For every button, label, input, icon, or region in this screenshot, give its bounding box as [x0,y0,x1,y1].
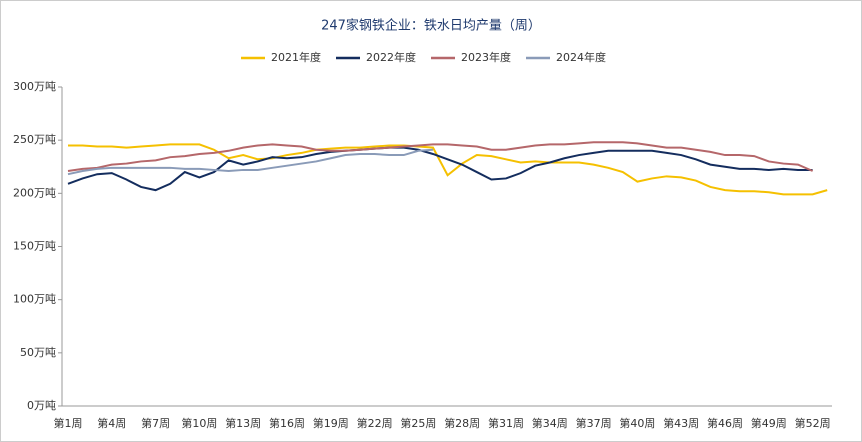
y-tick-label: 100万吨 [13,293,56,306]
series-line [67,141,814,172]
x-tick-label: 第31周 [488,416,524,430]
y-tick-label: 0万吨 [27,399,56,412]
series-line [67,146,813,192]
x-tick-label: 第22周 [357,416,393,430]
x-tick-label: 第52周 [795,416,831,430]
x-tick-label: 第13周 [225,416,261,430]
x-tick-label: 第4周 [97,416,126,430]
x-tick-label: 第40周 [619,416,655,430]
legend-label: 2022年度 [366,50,416,64]
x-tick-label: 第19周 [313,416,349,430]
chart-title: 247家钢铁企业：铁水日均产量（周） [321,18,541,34]
legend-label: 2021年度 [271,50,321,64]
y-tick-label: 200万吨 [13,186,56,199]
series-line [67,148,434,176]
x-tick-label: 第46周 [707,416,743,430]
x-tick-label: 第1周 [54,416,83,430]
x-tick-label: 第7周 [141,416,170,430]
series-line [68,143,828,196]
legend-label: 2023年度 [461,50,511,64]
x-tick-label: 第25周 [400,416,436,430]
x-tick-label: 第28周 [444,416,480,430]
x-tick-label: 第16周 [269,416,305,430]
x-tick-label: 第34周 [532,416,568,430]
x-tick-label: 第10周 [181,416,217,430]
y-tick-label: 250万吨 [13,133,56,146]
legend-label: 2024年度 [556,50,606,64]
y-tick-label: 300万吨 [13,80,56,93]
x-tick-label: 第49周 [751,416,787,430]
y-tick-label: 150万吨 [13,240,56,253]
x-tick-label: 第37周 [576,416,612,430]
x-tick-label: 第43周 [663,416,699,430]
y-tick-label: 50万吨 [20,346,56,359]
